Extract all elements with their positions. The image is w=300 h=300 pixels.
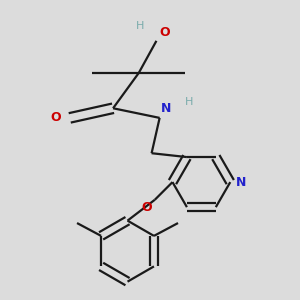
- Text: O: O: [141, 201, 152, 214]
- Text: O: O: [50, 111, 61, 124]
- Text: H: H: [185, 97, 194, 107]
- Text: O: O: [159, 26, 169, 39]
- Text: N: N: [161, 102, 172, 115]
- Text: N: N: [236, 176, 246, 189]
- Text: H: H: [136, 21, 144, 31]
